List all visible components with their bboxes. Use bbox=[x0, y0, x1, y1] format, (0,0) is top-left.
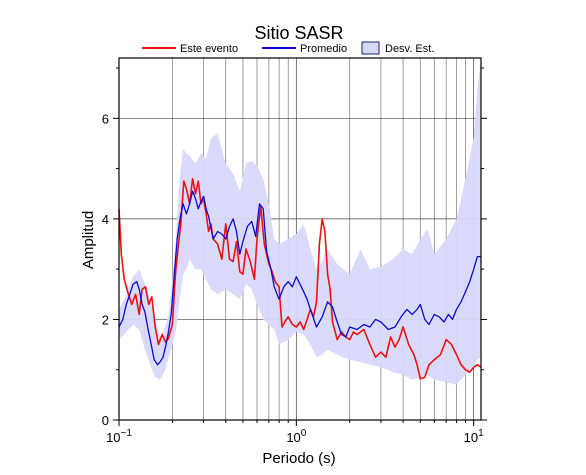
x-tick-label: 100 bbox=[286, 428, 306, 445]
x-tick-label: 101 bbox=[464, 428, 484, 445]
y-axis-label: Amplitud bbox=[80, 211, 97, 269]
chart-title: Sitio SASR bbox=[254, 23, 343, 43]
std-band bbox=[119, 58, 481, 385]
x-tick-label: 10−1 bbox=[106, 428, 132, 445]
y-tick-label: 6 bbox=[102, 111, 109, 126]
y-tick-label: 2 bbox=[102, 312, 109, 327]
series-line-este-evento bbox=[118, 177, 482, 380]
x-axis-label: Periodo (s) bbox=[262, 450, 335, 467]
series-layer bbox=[118, 177, 482, 380]
tick-labels: 0 2 4 6 10−1 100 101 bbox=[102, 111, 484, 445]
legend-swatch-desv-est bbox=[361, 41, 380, 55]
legend: Este evento Promedio Desv. Est. bbox=[142, 41, 434, 55]
y-tick-label: 4 bbox=[102, 212, 109, 227]
legend-label-este-evento: Este evento bbox=[180, 43, 238, 55]
axes-frame bbox=[113, 57, 487, 426]
series-line-promedio bbox=[118, 190, 481, 366]
std-band-layer bbox=[119, 58, 481, 385]
y-tick-label: 0 bbox=[102, 413, 109, 428]
legend-label-desv-est: Desv. Est. bbox=[385, 43, 434, 55]
legend-label-promedio: Promedio bbox=[300, 43, 347, 55]
plot-frame bbox=[118, 57, 482, 421]
